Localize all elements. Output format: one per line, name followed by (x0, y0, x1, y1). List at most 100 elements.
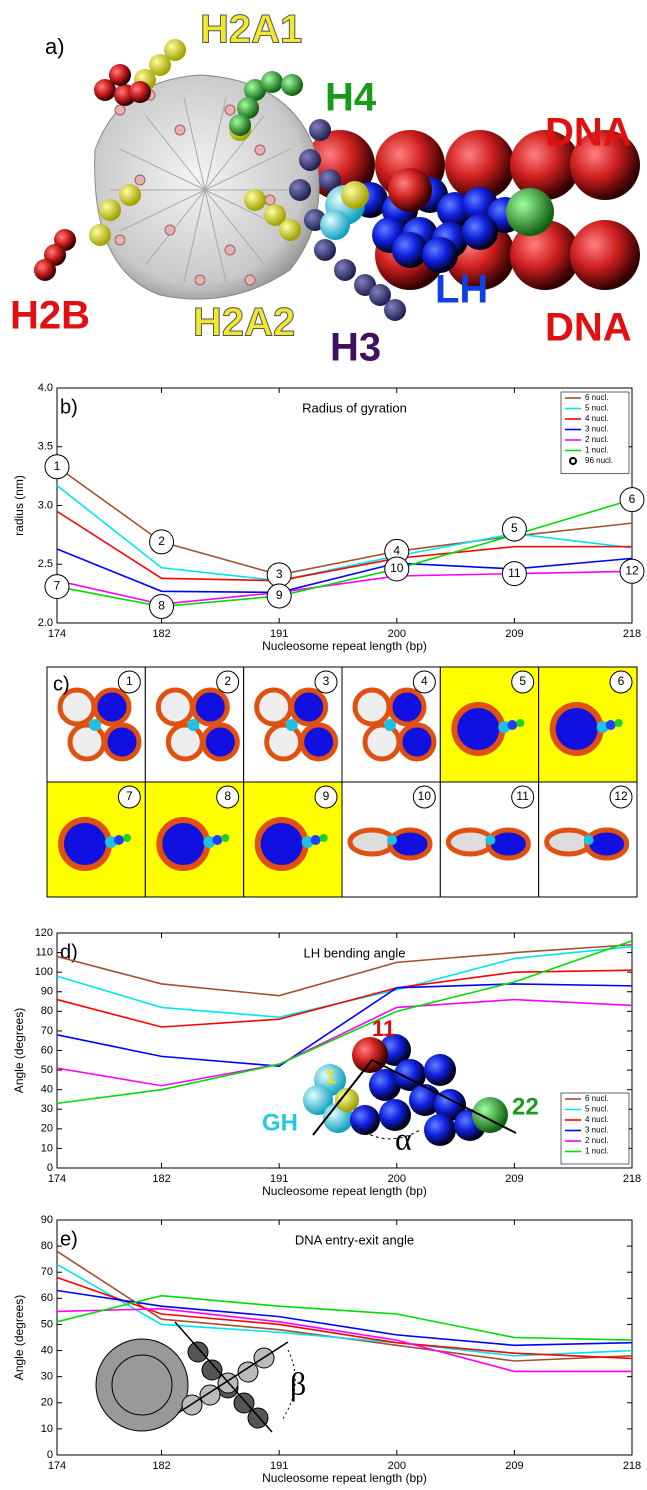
x-tick-label: 218 (623, 1460, 641, 1472)
panel-label: c) (53, 673, 70, 695)
ion (264, 194, 276, 206)
annotation: 4 (393, 543, 400, 557)
lh (516, 719, 525, 727)
legend-label: 5 nucl. (585, 404, 609, 413)
series-line (56, 498, 633, 608)
dna-ring (155, 687, 195, 727)
lh (114, 835, 124, 845)
inset-label: β (290, 1365, 306, 1401)
fold (204, 189, 265, 265)
fold (145, 189, 206, 265)
panel-label: e) (60, 1228, 78, 1250)
lh (221, 834, 230, 842)
cell-number: 4 (421, 674, 428, 688)
ion (114, 104, 126, 116)
y-tick-label: 50 (41, 1318, 53, 1330)
dna-ring (485, 827, 531, 861)
sphere (129, 81, 151, 103)
sphere (244, 79, 266, 101)
sphere (309, 119, 331, 141)
y-tick-label: 3.5 (38, 441, 53, 453)
ion (164, 224, 176, 236)
x-tick-label: 174 (48, 1173, 66, 1185)
sphere (462, 214, 498, 250)
y-tick-label: 2.0 (38, 617, 53, 629)
legend-label: 96 nucl. (585, 456, 613, 465)
cell-number-circle (511, 670, 535, 694)
fold (119, 189, 206, 232)
ion (254, 144, 266, 156)
sphere (320, 210, 350, 240)
chart: 0 10 20 30 40 50 60 70 80 90 174 182 191 200 209 218 Nuc… (12, 1214, 641, 1485)
inset-label: 11 (372, 1016, 395, 1041)
sphere (34, 259, 56, 281)
cell-number: 12 (614, 789, 628, 803)
dna-ring (58, 817, 112, 871)
dna-ring (299, 722, 339, 762)
legend-label: 3 nucl. (585, 425, 609, 434)
sphere (384, 299, 406, 321)
dna-ring (156, 817, 211, 871)
fold (204, 97, 227, 191)
y-tick-label: 70 (41, 1266, 53, 1278)
series-line (56, 466, 633, 576)
cell-number-circle (609, 670, 633, 694)
x-tick-label: 200 (388, 1460, 406, 1472)
annotation: 10 (390, 561, 404, 575)
legend-label: 6 nucl. (585, 393, 609, 402)
y-tick-label: 30 (41, 1103, 53, 1115)
y-tick-label: 10 (41, 1142, 53, 1154)
y-tick-label: 110 (35, 946, 53, 958)
sphere (99, 199, 121, 221)
chart-title: DNA entry-exit angle (295, 1232, 414, 1247)
lh-inset: 11 1 GH 22 α (262, 1016, 539, 1157)
y-tick-label: 20 (41, 1397, 53, 1409)
cell-number-circle (412, 785, 436, 809)
x-axis-label: Nucleosome repeat length (bp) (262, 1471, 427, 1485)
legend-label: 4 nucl. (585, 414, 609, 423)
dna-ring (289, 687, 329, 727)
ion (114, 234, 126, 246)
y-tick-label: 0 (47, 1162, 53, 1174)
y-tick-label: 50 (41, 1064, 53, 1076)
y-tick-label: 10 (41, 1423, 53, 1435)
fold (145, 115, 206, 191)
lh (89, 719, 101, 731)
sphere (264, 204, 286, 226)
lh (614, 719, 623, 727)
dna-ring (165, 722, 205, 762)
series-line (56, 1263, 633, 1357)
sphere (281, 74, 303, 96)
y-axis-label: Angle (degrees) (12, 1008, 26, 1093)
x-tick-label: 191 (270, 628, 288, 640)
ion (194, 274, 206, 286)
sphere (510, 220, 580, 290)
y-tick-label: 90 (41, 986, 53, 998)
fold (204, 115, 265, 191)
annotation-circle (44, 574, 70, 600)
structure-label: DNA (545, 111, 632, 155)
sphere (314, 239, 336, 261)
plot-frame (56, 387, 633, 624)
y-tick-label: 2.5 (38, 558, 53, 570)
annotation: 2 (158, 534, 165, 548)
legend-label: 1 nucl. (585, 446, 609, 455)
sphere (319, 169, 341, 191)
sphere (445, 130, 515, 200)
fold (204, 189, 227, 283)
annotation: 8 (158, 599, 165, 613)
x-tick-label: 174 (48, 628, 66, 640)
y-tick-label: 60 (41, 1044, 53, 1056)
y-tick-label: 20 (41, 1123, 53, 1135)
cell-number: 11 (516, 789, 529, 803)
structure-label: LH (435, 268, 488, 312)
x-axis-label: Nucleosome repeat length (bp) (262, 1184, 427, 1198)
lh (498, 721, 511, 733)
y-tick-label: 60 (41, 1292, 53, 1304)
structure-label: H3 (330, 326, 381, 370)
sphere (89, 224, 111, 246)
dna-ring (362, 722, 402, 762)
dna-ring (387, 827, 433, 861)
cell-number: 2 (224, 674, 231, 688)
